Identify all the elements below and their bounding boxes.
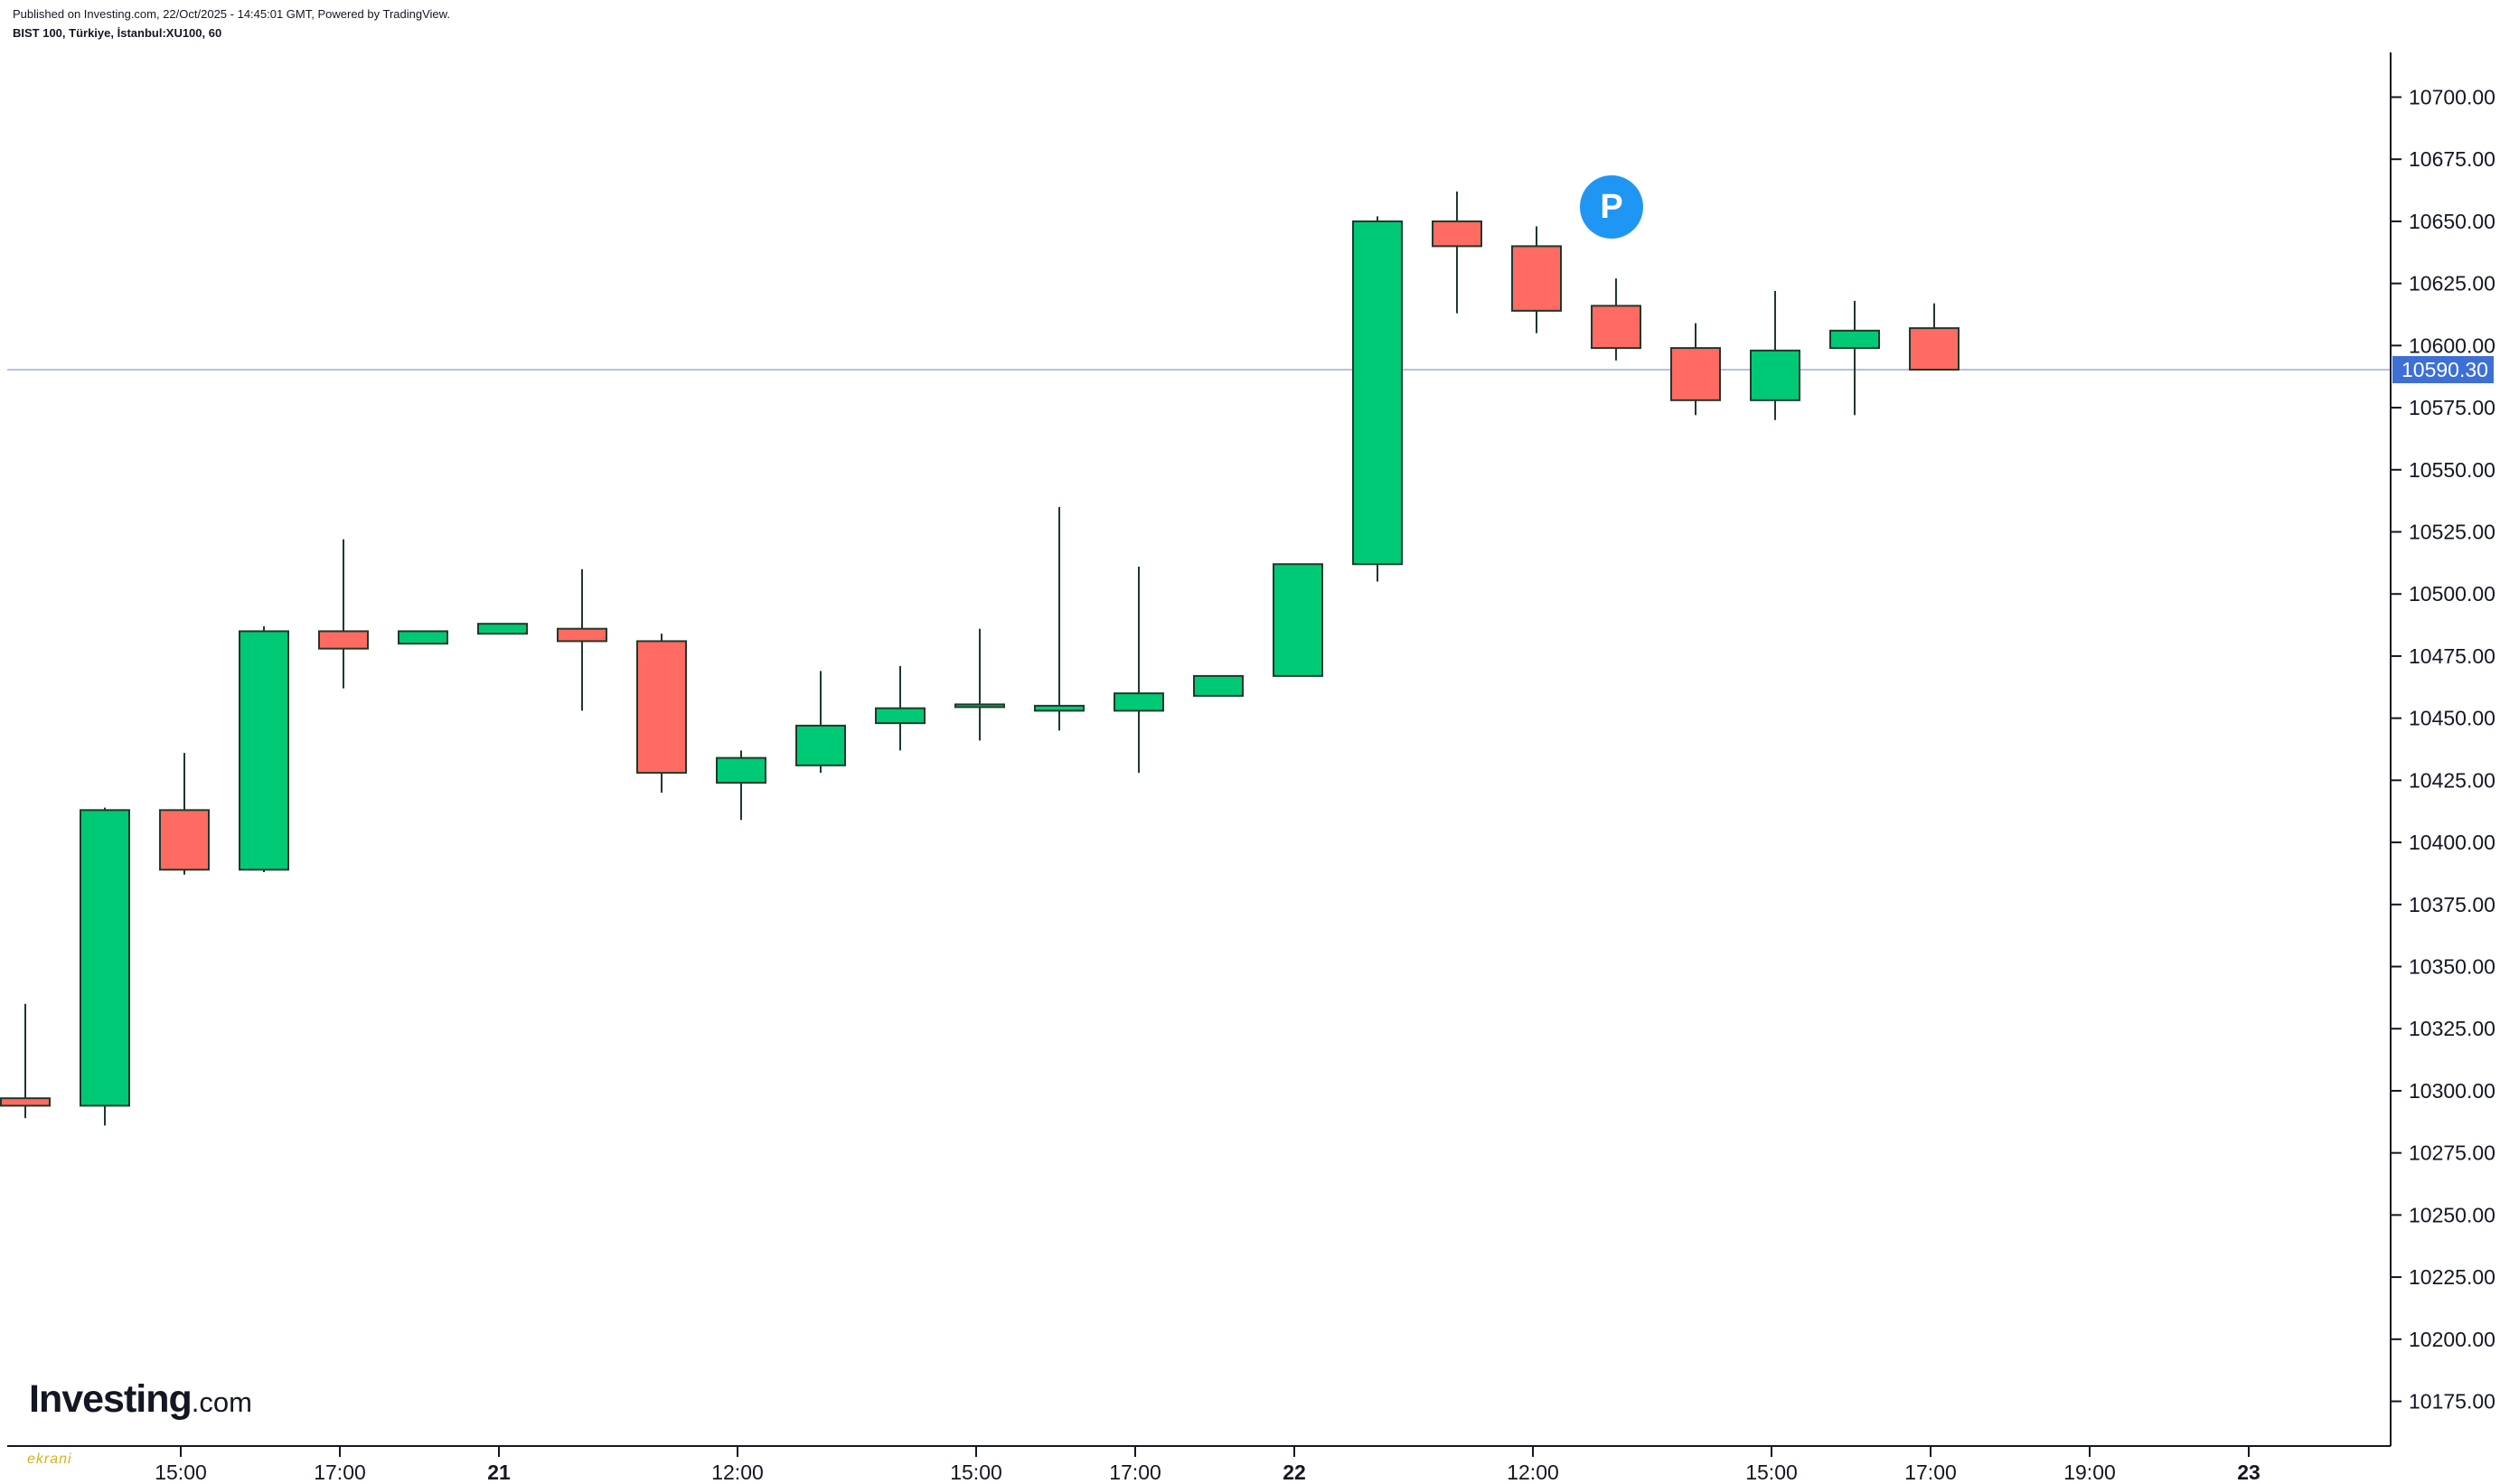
- candle-body: [1114, 692, 1164, 712]
- candle: [716, 750, 766, 821]
- y-tick-label: 10350.00: [2409, 955, 2495, 979]
- symbol-title[interactable]: BIST 100, Türkiye, İstanbul:XU100, 60: [13, 26, 222, 40]
- candle: [1750, 290, 1800, 420]
- candle-body: [716, 756, 766, 784]
- candle-body: [1750, 349, 1800, 401]
- candle-body: [1670, 347, 1721, 401]
- y-tick-label: 10700.00: [2409, 85, 2495, 108]
- y-tick-label: 10675.00: [2409, 147, 2495, 171]
- y-tick-label: 10425.00: [2409, 768, 2495, 792]
- x-tick-label: 17:00: [314, 1461, 366, 1484]
- y-tick-label: 10525.00: [2409, 520, 2495, 543]
- candle-body: [398, 630, 448, 645]
- candle: [398, 630, 448, 645]
- y-tick-label: 10300.00: [2409, 1079, 2495, 1103]
- candle-body: [80, 809, 130, 1107]
- candle: [954, 628, 1005, 741]
- x-tick-label: 23: [2237, 1461, 2260, 1484]
- y-tick-label: 10400.00: [2409, 831, 2495, 854]
- y-tick-label: 10625.00: [2409, 272, 2495, 296]
- candle: [1352, 216, 1403, 582]
- chart-header: Published on Investing.com, 22/Oct/2025 …: [13, 5, 450, 43]
- candle: [557, 568, 607, 711]
- candle: [0, 1003, 51, 1119]
- candle-body: [557, 627, 607, 643]
- x-tick-label: 15:00: [155, 1461, 207, 1484]
- candle-body: [1829, 329, 1880, 350]
- y-tick-label: 10275.00: [2409, 1141, 2495, 1165]
- x-tick-label: 15:00: [950, 1461, 1002, 1484]
- y-tick-label: 10550.00: [2409, 458, 2495, 482]
- candle-body: [1193, 674, 1244, 697]
- candle-body: [1591, 305, 1641, 350]
- candle-body: [239, 630, 289, 871]
- y-tick-label: 10600.00: [2409, 333, 2495, 357]
- candle-body: [954, 703, 1005, 709]
- candle: [80, 807, 130, 1126]
- x-tick-label: 15:00: [1745, 1461, 1798, 1484]
- candle-body: [318, 630, 369, 650]
- y-tick-label: 10175.00: [2409, 1390, 2495, 1414]
- candle: [1193, 674, 1244, 697]
- x-tick-label: 21: [487, 1461, 511, 1484]
- candle-body: [1511, 245, 1562, 312]
- candle: [1829, 300, 1880, 416]
- candles-layer: [0, 191, 1960, 1126]
- y-tick-label: 10500.00: [2409, 582, 2495, 606]
- candle: [636, 634, 687, 794]
- candle: [1909, 303, 1960, 371]
- candle-body: [0, 1097, 51, 1107]
- candle: [1114, 566, 1164, 774]
- investing-logo[interactable]: Investing.com: [29, 1377, 252, 1422]
- y-tick-label: 10225.00: [2409, 1265, 2495, 1289]
- candle: [318, 539, 369, 689]
- x-tick-label: 17:00: [1109, 1461, 1161, 1484]
- candle: [239, 625, 289, 873]
- candle-body: [477, 623, 528, 635]
- candle: [1670, 323, 1721, 416]
- y-tick-label: 10200.00: [2409, 1328, 2495, 1351]
- y-tick-label: 10250.00: [2409, 1203, 2495, 1226]
- candle: [1511, 226, 1562, 333]
- candle: [159, 753, 210, 875]
- pivot-marker[interactable]: P: [1580, 175, 1643, 239]
- y-tick-label: 10650.00: [2409, 210, 2495, 233]
- candle: [1273, 563, 1323, 677]
- candle: [1591, 278, 1641, 361]
- axes-layer: 10175.00 10200.00 10225.00 10250.00 10275.00…: [7, 52, 2495, 1484]
- candle: [1432, 191, 1482, 314]
- candle: [795, 671, 846, 774]
- x-tick-label: 17:00: [1904, 1461, 1957, 1484]
- candle: [875, 665, 926, 751]
- x-tick-label: 19:00: [2063, 1461, 2116, 1484]
- y-tick-label: 10575.00: [2409, 396, 2495, 419]
- y-tick-label: 10450.00: [2409, 707, 2495, 730]
- candle-body: [1432, 220, 1482, 248]
- y-tick-label: 10325.00: [2409, 1017, 2495, 1040]
- x-tick-label: 22: [1283, 1461, 1306, 1484]
- logo-brand: Investing: [29, 1377, 193, 1421]
- candle-body: [1352, 220, 1403, 566]
- candle-body: [636, 640, 687, 775]
- watermark-logo: ekrani: [27, 1451, 72, 1467]
- last-price-label-box: [2392, 356, 2494, 384]
- candle: [1034, 507, 1085, 731]
- y-tick-label: 10375.00: [2409, 893, 2495, 916]
- candle-body: [875, 707, 926, 725]
- last-price-label: 10590.30: [2401, 358, 2488, 381]
- candle: [477, 623, 528, 635]
- x-tick-label: 12:00: [711, 1461, 764, 1484]
- x-tick-label: 12:00: [1507, 1461, 1559, 1484]
- candle-body: [1034, 704, 1085, 712]
- candle-body: [795, 724, 846, 766]
- candle-body: [1273, 563, 1323, 677]
- logo-tld: .com: [191, 1386, 252, 1418]
- published-note: Published on Investing.com, 22/Oct/2025 …: [13, 7, 450, 21]
- candle-body: [1909, 327, 1960, 371]
- y-tick-label: 10475.00: [2409, 644, 2495, 668]
- candle-body: [159, 809, 210, 871]
